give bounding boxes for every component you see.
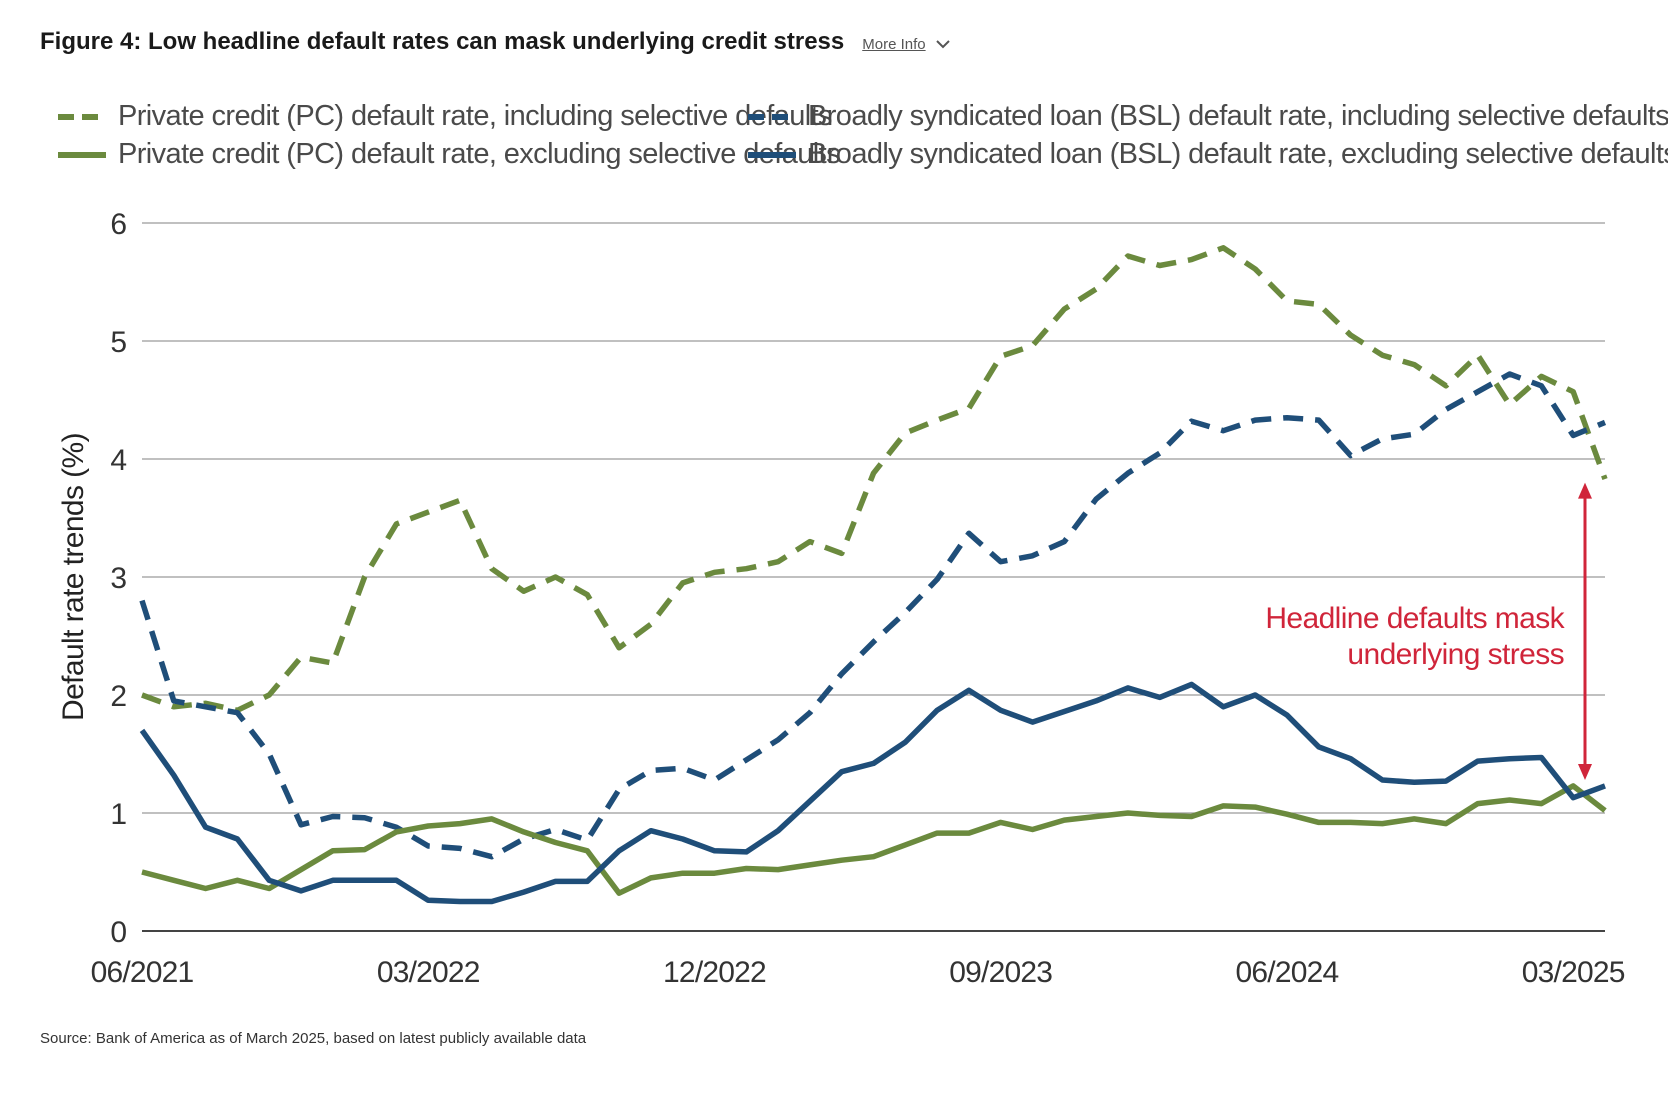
annotation-arrowhead-top — [1578, 482, 1592, 499]
legend-swatch-bsl-excluding — [748, 151, 796, 158]
chevron-down-icon — [935, 36, 950, 53]
legend-label-bsl-including: Broadly syndicated loan (BSL) default ra… — [808, 100, 1668, 132]
x-tick-label: 09/2023 — [949, 956, 1052, 989]
legend-swatch-pc-including — [58, 113, 106, 120]
legend-label-pc-including: Private credit (PC) default rate, includ… — [118, 100, 833, 132]
x-tick-label: 12/2022 — [663, 956, 766, 989]
y-tick-label: 5 — [110, 326, 127, 359]
source-note: Source: Bank of America as of March 2025… — [40, 1030, 587, 1047]
y-tick-label: 2 — [110, 680, 127, 713]
annotation-text-line1: Headline defaults mask — [1265, 602, 1565, 635]
series-line-0 — [141, 245, 1608, 714]
y-tick-label: 4 — [110, 444, 127, 477]
y-tick-label: 3 — [110, 562, 127, 595]
legend-label-pc-excluding: Private credit (PC) default rate, exclud… — [118, 138, 841, 170]
more-info-button[interactable]: More Info — [862, 36, 950, 53]
x-tick-label: 03/2025 — [1522, 956, 1625, 989]
more-info-label: More Info — [862, 36, 926, 53]
legend-item-bsl-including: Broadly syndicated loan (BSL) default ra… — [748, 100, 1668, 133]
annotation-arrowhead-bottom — [1578, 763, 1592, 780]
legend-swatch-bsl-including — [748, 113, 796, 120]
chart-title: Figure 4: Low headline default rates can… — [40, 28, 845, 55]
series-line-3 — [139, 681, 1606, 905]
chart-header: Figure 4: Low headline default rates can… — [40, 28, 950, 56]
legend-item-bsl-excluding: Broadly syndicated loan (BSL) default ra… — [748, 138, 1668, 171]
x-tick-label: 06/2024 — [1236, 956, 1339, 989]
y-tick-label: 6 — [110, 208, 127, 241]
y-axis-label: Default rate trends (%) — [57, 433, 90, 721]
series-line-1 — [139, 371, 1607, 860]
series-line-2 — [141, 783, 1607, 896]
x-tick-label: 06/2021 — [91, 956, 194, 989]
y-tick-label: 1 — [110, 798, 127, 831]
annotation-text-line2: underlying stress — [1347, 638, 1564, 671]
legend-swatch-pc-excluding — [58, 151, 106, 158]
legend-item-pc-including: Private credit (PC) default rate, includ… — [58, 100, 833, 133]
legend-label-bsl-excluding: Broadly syndicated loan (BSL) default ra… — [808, 138, 1668, 170]
x-tick-label: 03/2022 — [377, 956, 480, 989]
y-tick-label: 0 — [110, 916, 127, 949]
legend-item-pc-excluding: Private credit (PC) default rate, exclud… — [58, 138, 841, 171]
